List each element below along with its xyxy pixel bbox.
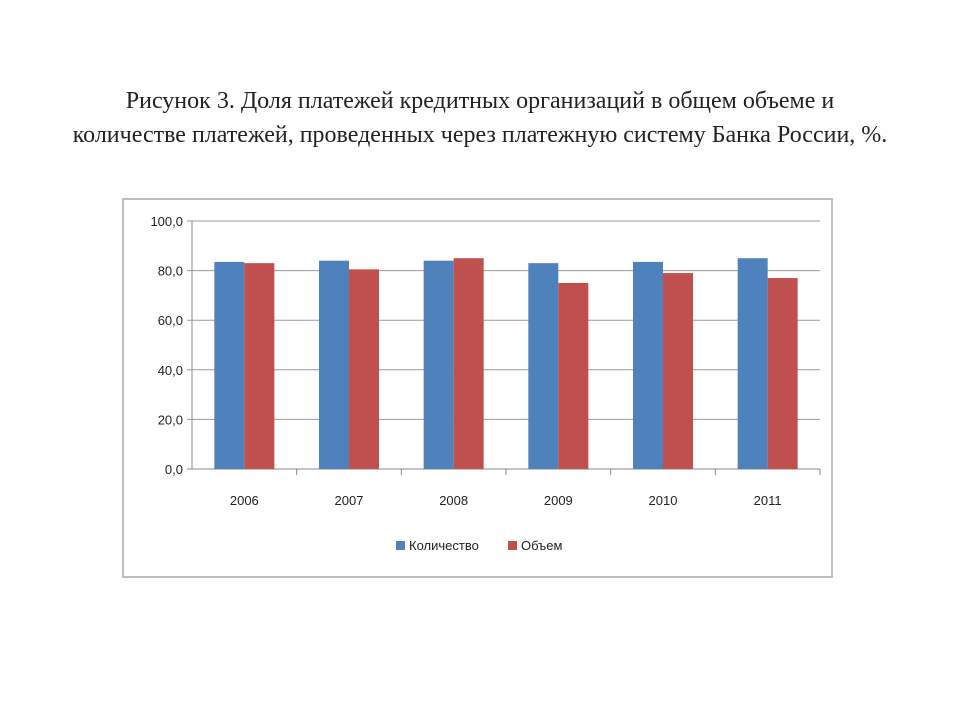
legend-label-Количество: Количество: [409, 538, 479, 553]
y-tick-label: 60,0: [158, 313, 183, 328]
x-tick-label: 2011: [754, 493, 782, 508]
y-tick-label: 80,0: [158, 264, 183, 279]
bar-Объем-2010: [663, 273, 693, 469]
y-tick-label: 20,0: [158, 412, 183, 427]
y-tick-label: 100,0: [150, 214, 183, 229]
x-tick-label: 2008: [439, 493, 468, 508]
cropped-text-line: ​: [122, 606, 562, 616]
bar-Количество-2007: [319, 260, 349, 469]
y-tick-label: 0,0: [165, 462, 183, 477]
bar-Количество-2008: [423, 260, 454, 469]
x-tick-label: 2007: [335, 493, 364, 508]
x-tick-label: 2006: [230, 493, 259, 508]
bar-Количество-2006: [214, 261, 245, 469]
bar-Количество-2010: [633, 261, 663, 469]
bar-Объем-2007: [349, 269, 379, 469]
bar-chart: 0,0 20,0 40,0 60,0 80,0 100,0 2006 2007 2008 2009…: [150, 214, 821, 553]
figure-caption: Рисунок 3. Доля платежей кредитных орган…: [60, 84, 900, 152]
bar-Количество-2009: [528, 263, 559, 469]
y-tick-label: 40,0: [158, 363, 183, 378]
bar-Объем-2009: [558, 283, 589, 469]
x-tick-label: 2009: [544, 493, 573, 508]
legend-swatch-Количество: [396, 541, 405, 550]
legend-label-Объем: Объем: [521, 538, 562, 553]
bar-Объем-2008: [453, 258, 484, 469]
x-tick-label: 2010: [649, 493, 678, 508]
legend-swatch-Объем: [508, 541, 517, 550]
chart-frame: 0,0 20,0 40,0 60,0 80,0 100,0 2006 2007 2008 2009…: [122, 198, 833, 578]
bar-Объем-2006: [244, 263, 275, 469]
bar-Объем-2011: [767, 278, 798, 469]
bar-Количество-2011: [737, 258, 768, 469]
caption-line-2: количестве платежей, проведенных через п…: [72, 122, 888, 148]
caption-line-1: Рисунок 3. Доля платежей кредитных орган…: [125, 88, 835, 114]
